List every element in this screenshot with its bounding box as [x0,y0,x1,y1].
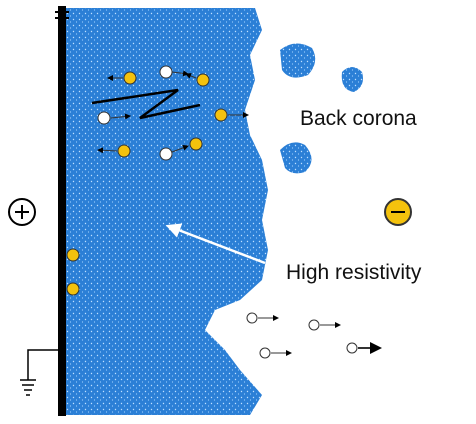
diagram: Back corona High resistivity [0,0,476,424]
corona-blob [342,67,363,92]
ground-symbol [20,380,36,395]
ground-wire [28,350,58,380]
electrode-plate [58,6,66,416]
corona-blob [280,43,315,77]
label: Back corona [300,107,417,130]
label: High resistivity [286,261,422,284]
corona-blob [280,142,312,173]
